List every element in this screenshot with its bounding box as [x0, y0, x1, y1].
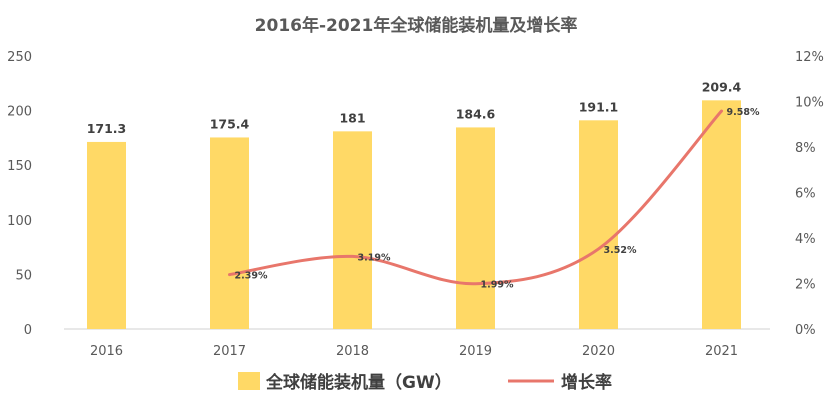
bar: [87, 141, 126, 329]
left-tick-label: 150: [7, 159, 32, 174]
right-tick-label: 12%: [795, 50, 824, 65]
left-tick-label: 250: [7, 50, 32, 65]
bar-value-label: 181: [339, 110, 365, 125]
bar: [210, 137, 249, 329]
right-axis: 0% 2% 4% 6% 8% 10% 12%: [795, 50, 824, 338]
legend-label-rate: 增长率: [561, 372, 612, 393]
x-tick-label: 2017: [213, 344, 246, 359]
rate-value-label: 3.52%: [604, 245, 637, 256]
x-axis: 2016 2017 2018 2019 2020 2021: [90, 344, 738, 359]
right-tick-label: 10%: [795, 96, 824, 111]
bar: [333, 131, 372, 329]
rate-value-label: 1.99%: [481, 280, 514, 291]
rate-value-label: 9.58%: [727, 107, 760, 118]
right-tick-label: 4%: [795, 232, 816, 247]
bar-value-label: 171.3: [87, 121, 127, 136]
right-tick-label: 2%: [795, 278, 816, 293]
legend: 全球储能装机量（GW） 增长率: [238, 372, 612, 393]
rate-value-label: 2.39%: [235, 271, 268, 282]
legend-label-capacity: 全球储能装机量（GW）: [265, 372, 452, 393]
rate-line-series: 2.39% 3.19% 1.99% 3.52% 9.58%: [228, 107, 760, 291]
bar-series: 171.3 175.4 181 184.6 191.1 209.4: [87, 79, 742, 329]
right-tick-label: 0%: [795, 323, 816, 338]
chart-title: 2016年-2021年全球储能装机量及增长率: [255, 15, 578, 36]
left-axis: 0 50 100 150 200 250: [7, 50, 32, 338]
left-tick-label: 0: [24, 323, 32, 338]
left-tick-label: 200: [7, 105, 32, 120]
bar: [456, 127, 495, 329]
x-tick-label: 2021: [705, 344, 738, 359]
left-tick-label: 50: [15, 268, 32, 283]
rate-line: [228, 109, 723, 286]
legend-swatch-capacity: [238, 372, 260, 390]
left-tick-label: 100: [7, 214, 32, 229]
bar-value-label: 175.4: [210, 116, 250, 131]
rate-value-label: 3.19%: [358, 252, 391, 263]
bar-value-label: 191.1: [579, 99, 619, 114]
bar: [702, 100, 741, 329]
bar-value-label: 209.4: [702, 79, 742, 94]
bar-value-label: 184.6: [456, 106, 496, 121]
x-tick-label: 2020: [582, 344, 615, 359]
right-tick-label: 8%: [795, 141, 816, 156]
bar: [579, 120, 618, 329]
x-tick-label: 2018: [336, 344, 369, 359]
right-tick-label: 6%: [795, 187, 816, 202]
x-tick-label: 2016: [90, 344, 123, 359]
x-tick-label: 2019: [459, 344, 492, 359]
